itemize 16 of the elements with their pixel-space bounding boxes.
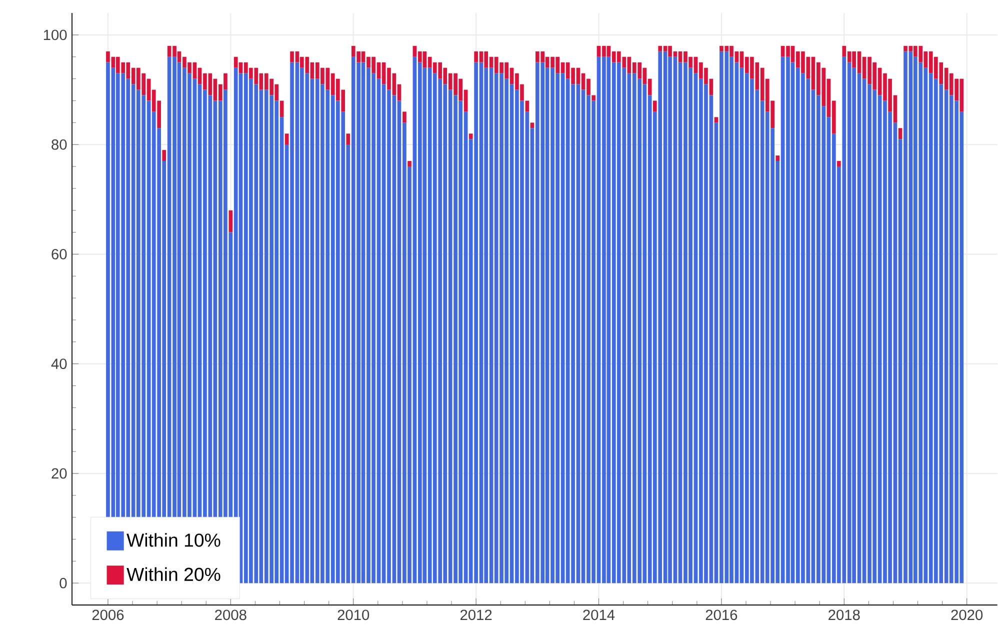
y-tick-label: 80: [52, 139, 67, 150]
y-tick-label: 20: [52, 468, 67, 479]
x-tick-label: 2010: [338, 610, 370, 620]
legend-label: Within 20%: [126, 567, 220, 582]
y-tick-label: 100: [44, 30, 67, 40]
x-tick-label: 2014: [583, 610, 615, 620]
legend-label: Within 10%: [126, 533, 220, 547]
y-tick-label: 60: [52, 249, 67, 260]
y-tick-label: 40: [51, 358, 67, 370]
x-tick-label: 2012: [460, 610, 492, 620]
y-tick-label: 0: [60, 578, 67, 588]
x-tick-label: 2018: [828, 610, 860, 620]
x-tick-label: 2008: [215, 610, 246, 620]
x-tick-label: 2016: [706, 610, 738, 620]
x-tick-label: 2020: [951, 610, 983, 620]
x-tick-label: 2006: [92, 610, 124, 620]
